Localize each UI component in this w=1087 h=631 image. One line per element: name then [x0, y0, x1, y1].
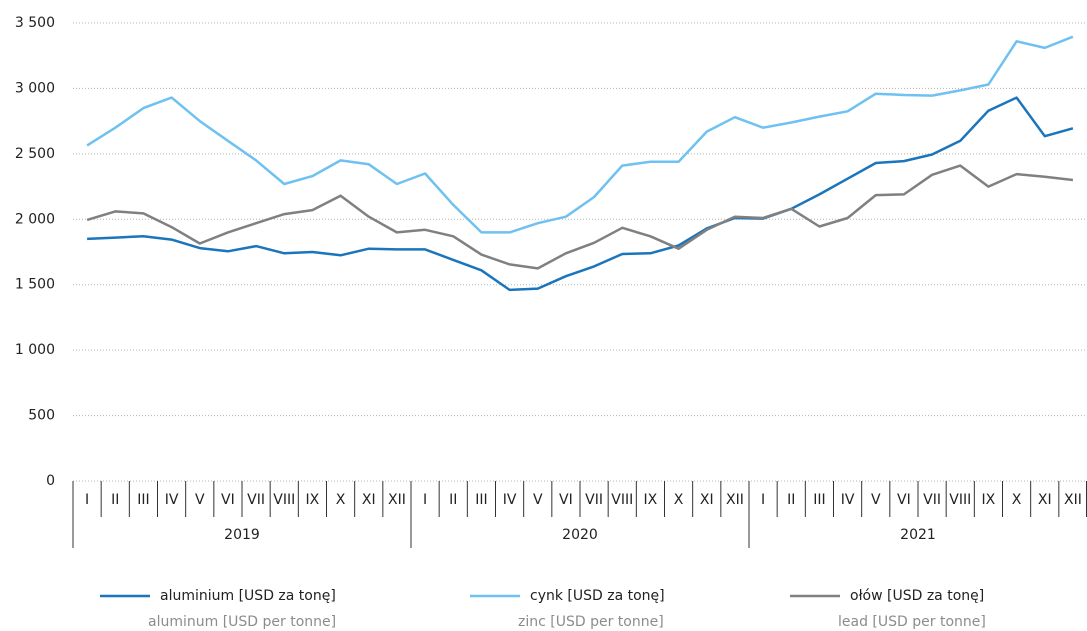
x-tick-label: IX	[982, 492, 996, 508]
y-tick-label: 1 500	[15, 277, 55, 293]
x-tick-label: X	[336, 492, 346, 508]
year-label: 2020	[562, 527, 598, 543]
year-label: 2019	[224, 527, 260, 543]
x-tick-label: V	[871, 492, 881, 508]
x-tick-label: VII	[247, 492, 265, 508]
y-tick-label: 3 500	[15, 15, 55, 31]
x-tick-label: VII	[585, 492, 603, 508]
y-tick-label: 3 000	[15, 80, 55, 96]
y-tick-label: 0	[46, 473, 55, 489]
year-label: 2021	[900, 527, 936, 543]
legend-label: ołów [USD za tonę]	[850, 588, 984, 604]
x-tick-label: X	[1012, 492, 1022, 508]
x-tick-label: IX	[306, 492, 320, 508]
x-tick-label: XII	[726, 492, 744, 508]
series-line	[87, 96, 1074, 292]
x-tick-label: XII	[1064, 492, 1082, 508]
x-tick-label: XI	[1038, 492, 1052, 508]
x-tick-label: I	[761, 492, 765, 508]
x-tick-label: IV	[165, 492, 179, 508]
x-tick-label: IV	[503, 492, 517, 508]
x-tick-label: VIII	[611, 492, 633, 508]
x-tick-label: XI	[700, 492, 714, 508]
legend-sublabel: zinc [USD per tonne]	[518, 614, 664, 630]
y-tick-label: 1 000	[15, 342, 55, 358]
y-tick-label: 2 000	[15, 211, 55, 227]
x-tick-label: VI	[559, 492, 573, 508]
x-tick-label: VIII	[949, 492, 971, 508]
legend-label: aluminium [USD za tonę]	[160, 588, 336, 604]
x-tick-label: I	[85, 492, 89, 508]
x-tick-label: II	[449, 492, 457, 508]
series-line	[86, 164, 1074, 270]
y-tick-label: 2 500	[15, 146, 55, 162]
x-tick-label: XI	[362, 492, 376, 508]
x-tick-label: III	[813, 492, 825, 508]
y-tick-label: 500	[28, 408, 55, 424]
legend-label: cynk [USD za tonę]	[530, 588, 665, 604]
x-tick-label: V	[195, 492, 205, 508]
x-tick-label: III	[137, 492, 149, 508]
x-tick-label: IX	[644, 492, 658, 508]
x-tick-label: VII	[923, 492, 941, 508]
x-tick-label: XII	[388, 492, 406, 508]
x-tick-label: V	[533, 492, 543, 508]
x-tick-label: VI	[897, 492, 911, 508]
series-line	[86, 35, 1074, 234]
x-tick-label: VI	[221, 492, 235, 508]
legend-sublabel: aluminum [USD per tonne]	[148, 614, 336, 630]
x-tick-label: I	[423, 492, 427, 508]
x-tick-label: II	[111, 492, 119, 508]
x-tick-label: III	[475, 492, 487, 508]
legend-sublabel: lead [USD per tonne]	[838, 614, 986, 630]
x-tick-label: X	[674, 492, 684, 508]
x-tick-label: IV	[841, 492, 855, 508]
x-tick-label: VIII	[273, 492, 295, 508]
x-tick-label: II	[787, 492, 795, 508]
